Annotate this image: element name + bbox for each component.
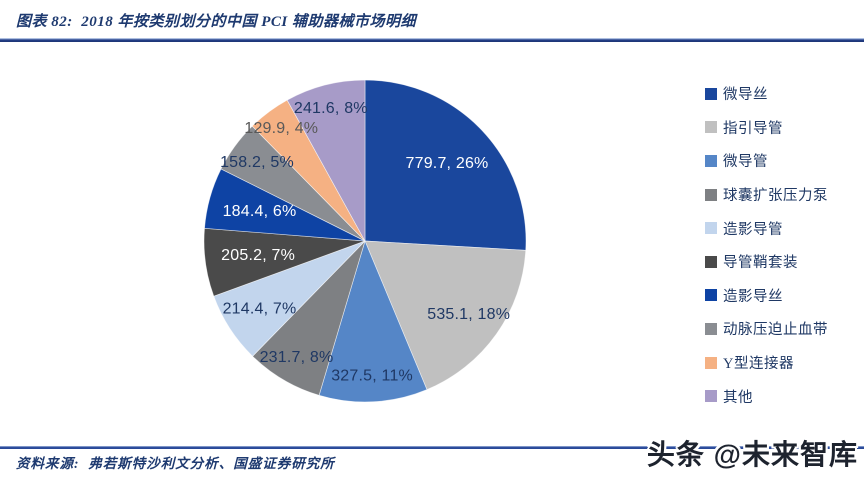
pie-slice: [364, 79, 527, 251]
pie-slice: [286, 79, 366, 242]
pie-slice-label: 535.1, 18%: [427, 306, 510, 323]
pie-slice: [364, 240, 527, 391]
legend-item: 动脉压迫止血带: [705, 312, 828, 346]
legend-item: 导管鞘套装: [705, 245, 828, 279]
legend: 微导丝指引导管微导管球囊扩张压力泵 造影导管导管鞘套装造影导丝动脉压迫止血带 Y型连…: [705, 77, 828, 413]
legend-item: 微导丝: [705, 77, 828, 111]
legend-label: Y型连接器: [723, 356, 794, 373]
legend-swatch: [705, 356, 717, 369]
pie-slice-label: 184.4, 6%: [223, 203, 297, 220]
legend-swatch: [705, 255, 717, 268]
legend-label: 导管鞘套装: [723, 255, 798, 272]
legend-swatch: [705, 121, 717, 134]
legend-swatch: [705, 390, 717, 403]
source-note: 资料来源: 弗若斯特沙利文分析、国盛证券研究所: [16, 456, 335, 471]
pie-slice-label: 158.2, 5%: [220, 154, 294, 171]
legend-item: Y型连接器: [705, 346, 828, 380]
pie-slice-label: 779.7, 26%: [406, 155, 489, 172]
legend-label: 指引导管: [723, 120, 783, 137]
legend-label: 球囊扩张压力泵: [723, 188, 828, 205]
pie-chart-svg: 779.7, 26% 535.1, 18% 327.5, 11% 231.7, 8% 2…: [203, 79, 527, 403]
footer-divider: [0, 446, 864, 449]
legend-label: 动脉压迫止血带: [723, 322, 828, 339]
legend-item: 微导管: [705, 144, 828, 178]
figure-title: 图表 82: 2018 年按类别划分的中国 PCI 辅助器械市场明细: [16, 14, 417, 30]
pie-chart: 779.7, 26% 535.1, 18% 327.5, 11% 231.7, 8% 2…: [203, 79, 527, 403]
legend-swatch: [705, 222, 717, 235]
legend-item: 造影导丝: [705, 279, 828, 313]
legend-item: 其他: [705, 379, 828, 413]
pie-slice-label: 327.5, 11%: [331, 368, 413, 385]
pie-slice: [318, 239, 428, 403]
title-divider: [0, 38, 864, 42]
pie-slice-label: 205.2, 7%: [221, 247, 295, 264]
pie-slice-label: 214.4, 7%: [223, 301, 297, 318]
legend-label: 造影导丝: [723, 288, 783, 305]
legend-swatch: [705, 188, 717, 201]
legend-swatch: [705, 322, 717, 335]
pie-slice-label: 129.9, 4%: [244, 120, 318, 137]
legend-swatch: [705, 87, 717, 100]
legend-label: 造影导管: [723, 221, 783, 238]
legend-swatch: [705, 289, 717, 302]
legend-label: 微导管: [723, 154, 768, 171]
pie-slice-label: 241.6, 8%: [294, 100, 368, 117]
pie-slice-label: 231.7, 8%: [260, 349, 334, 366]
legend-swatch: [705, 154, 717, 167]
watermark: 头条 @未来智库: [646, 439, 858, 470]
legend-label: 其他: [723, 389, 753, 406]
legend-item: 指引导管: [705, 111, 828, 145]
legend-label: 微导丝: [723, 87, 768, 104]
legend-item: 造影导管: [705, 211, 828, 245]
legend-item: 球囊扩张压力泵: [705, 178, 828, 212]
